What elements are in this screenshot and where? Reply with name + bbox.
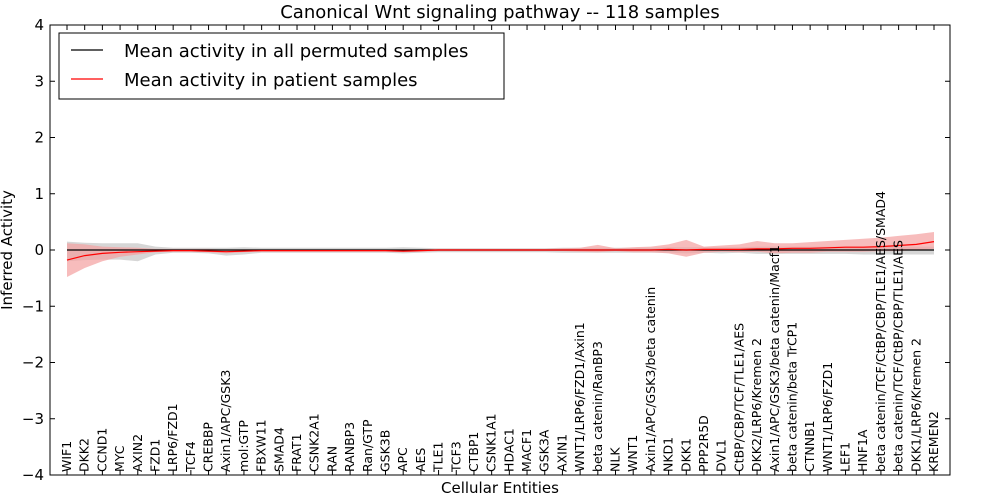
x-tick-label: CSNK1A1 xyxy=(484,413,499,472)
x-tick-label: MACF1 xyxy=(519,429,534,472)
x-tick-label: DKK2 xyxy=(77,438,92,472)
x-tick-label: Axin1/APC/GSK3/beta catenin/Macf1 xyxy=(767,245,782,472)
x-tick-label: CSNK2A1 xyxy=(307,413,322,472)
x-tick-label: RAN xyxy=(324,446,339,472)
x-tick-label: DKK2/LRP6/Kremen 2 xyxy=(749,338,764,472)
x-tick-label: beta catenin/TCF/CtBP/CBP/TLE1/AES/SMAD4 xyxy=(873,191,888,472)
legend-box xyxy=(58,32,505,100)
x-tick-label: MYC xyxy=(112,445,127,472)
y-tick-label: −4 xyxy=(22,466,44,484)
x-tick-label: FZD1 xyxy=(148,439,163,472)
x-tick-label: GSK3B xyxy=(378,430,393,472)
y-tick-label: 0 xyxy=(34,241,44,259)
x-tick-label: DVL1 xyxy=(714,439,729,472)
x-tick-label: CCND1 xyxy=(94,428,109,472)
x-tick-label: FRAT1 xyxy=(289,433,304,472)
x-tick-label: CTBP1 xyxy=(466,432,481,472)
x-tick-label: WIF1 xyxy=(59,441,74,472)
y-axis-label: Inferred Activity xyxy=(0,190,16,310)
x-tick-label: KREMEN2 xyxy=(926,411,941,472)
y-tick-label: −3 xyxy=(22,410,44,428)
x-tick-label: AES xyxy=(413,448,428,472)
x-tick-label: PPP2R5D xyxy=(696,415,711,472)
x-tick-label: HDAC1 xyxy=(501,428,516,472)
x-tick-label: NLK xyxy=(608,447,623,472)
x-tick-label: NKD1 xyxy=(661,437,676,472)
x-tick-label: HNF1A xyxy=(855,429,870,472)
x-tick-label: Axin1/APC/GSK3/beta catenin xyxy=(643,287,658,472)
line-series-1 xyxy=(66,241,935,261)
x-tick-label: FBXW11 xyxy=(254,419,269,472)
x-tick-label: TLE1 xyxy=(431,442,446,473)
y-tick-label: −1 xyxy=(22,297,44,315)
legend-label-patient: Mean activity in patient samples xyxy=(124,70,418,91)
x-tick-label: CtBP/CBP/TCF/TLE1/AES xyxy=(731,323,746,472)
legend-label-permuted: Mean activity in all permuted samples xyxy=(124,41,468,62)
x-tick-label: DKK1 xyxy=(678,438,693,472)
x-tick-label: Ran/GTP xyxy=(360,419,375,472)
y-tick-label: 4 xyxy=(34,16,44,34)
legend: Mean activity in all permuted samples Me… xyxy=(58,32,505,100)
x-tick-label: CTNNB1 xyxy=(802,420,817,472)
x-tick-label: AXIN2 xyxy=(130,434,145,472)
x-tick-label: LRP6/FZD1 xyxy=(165,403,180,472)
x-tick-label: TCF3 xyxy=(448,441,463,473)
y-tick-label: 2 xyxy=(34,129,44,147)
x-tick-label: AXIN1 xyxy=(554,434,569,472)
plot-frame xyxy=(49,24,951,476)
x-tick-label: LEF1 xyxy=(838,442,853,472)
band-series-0 xyxy=(67,241,934,262)
x-tick-label: WNT1/LRP6/FZD1 xyxy=(820,362,835,472)
band-series-1 xyxy=(67,232,934,277)
x-tick-label: CREBBP xyxy=(201,422,216,472)
y-tick-label: 3 xyxy=(34,72,44,90)
x-tick-label: RANBP3 xyxy=(342,422,357,472)
x-tick-label: mol:GTP xyxy=(236,420,251,472)
x-tick-label: Axin1/APC/GSK3 xyxy=(218,370,233,472)
x-tick-label: WNT1 xyxy=(625,435,640,472)
x-tick-label: SMAD4 xyxy=(271,427,286,472)
x-tick-label: beta catenin/beta TrCP1 xyxy=(784,322,799,472)
y-tick-label: −2 xyxy=(22,354,44,372)
x-tick-label: GSK3A xyxy=(537,429,552,472)
x-tick-label: APC xyxy=(395,447,410,472)
x-tick-label: DKK1/LRP6/Kremen 2 xyxy=(908,338,923,472)
x-tick-label: beta catenin/RanBP3 xyxy=(590,341,605,472)
x-tick-label: TCF4 xyxy=(183,441,198,473)
y-tick-label: 1 xyxy=(34,185,44,203)
x-tick-label: WNT1/LRP6/FZD1/Axin1 xyxy=(572,322,587,472)
chart-title: Canonical Wnt signaling pathway -- 118 s… xyxy=(280,2,720,23)
x-axis-label: Cellular Entities xyxy=(441,479,559,497)
x-tick-label: beta catenin/TCF/CtBP/CBP/TLE1/AES xyxy=(891,240,906,472)
